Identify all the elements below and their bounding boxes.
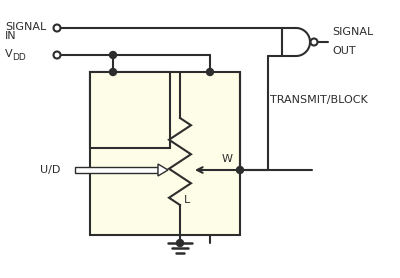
Circle shape: [236, 167, 244, 173]
Text: IN: IN: [5, 31, 17, 41]
Circle shape: [176, 240, 184, 247]
Text: DD: DD: [12, 53, 26, 61]
Text: TRANSMIT/BLOCK: TRANSMIT/BLOCK: [270, 95, 368, 105]
Text: U/D: U/D: [40, 165, 60, 175]
Text: OUT: OUT: [332, 46, 356, 56]
Text: SIGNAL: SIGNAL: [332, 27, 373, 37]
Circle shape: [54, 24, 60, 31]
Polygon shape: [158, 164, 168, 176]
Text: V: V: [5, 49, 13, 59]
Text: L: L: [184, 195, 190, 205]
Circle shape: [310, 38, 318, 46]
Bar: [90, 72, 170, 148]
Text: SIGNAL: SIGNAL: [5, 22, 46, 32]
Text: W: W: [222, 154, 232, 164]
Bar: [90, 72, 240, 235]
Circle shape: [54, 51, 60, 58]
Bar: [75, 167, 158, 173]
Circle shape: [110, 68, 116, 76]
Circle shape: [110, 51, 116, 58]
Circle shape: [206, 68, 214, 76]
